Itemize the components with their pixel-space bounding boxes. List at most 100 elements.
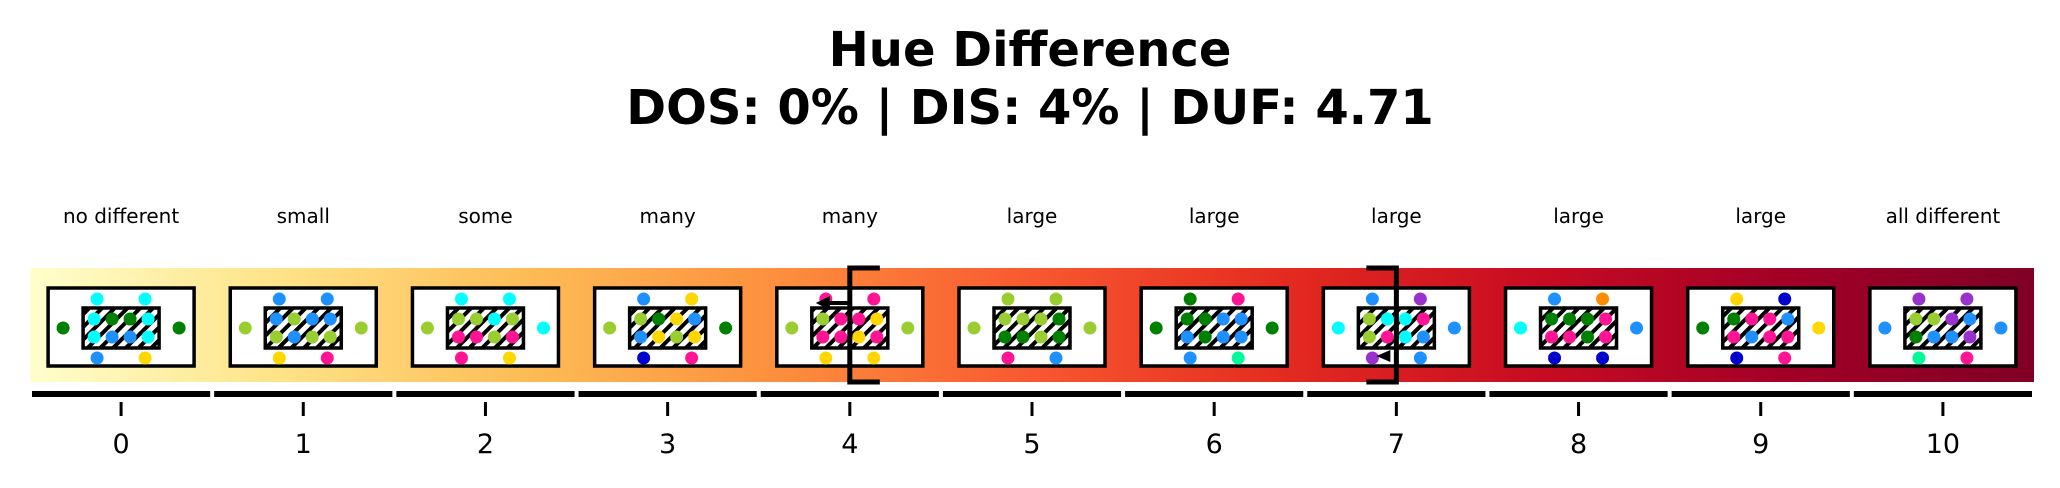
center-dot <box>1198 330 1212 344</box>
dos-arrow-head <box>815 296 830 310</box>
center-dot <box>852 330 866 344</box>
level-label: no different <box>63 204 179 228</box>
center-dot <box>1398 330 1412 344</box>
left-dot <box>967 321 981 335</box>
bottom-dot <box>1778 351 1792 365</box>
center-dot <box>1216 330 1230 344</box>
top-dot <box>685 292 699 306</box>
right-dot <box>536 321 550 335</box>
stimulus-box <box>410 286 561 368</box>
level-label: large <box>1735 204 1786 228</box>
center-dot <box>1052 312 1066 326</box>
tick-mark <box>1030 402 1034 416</box>
center-dot <box>1034 312 1048 326</box>
center-dot <box>323 312 337 326</box>
level-label: all different <box>1886 204 2001 228</box>
right-dot <box>354 321 368 335</box>
top-dot <box>272 292 286 306</box>
top-dot <box>1960 292 1974 306</box>
top-dot <box>320 292 334 306</box>
bottom-dot <box>502 351 516 365</box>
center-dot <box>1745 330 1759 344</box>
top-dot <box>138 292 152 306</box>
center-dot <box>1180 312 1194 326</box>
bottom-dot <box>819 351 833 365</box>
tick-label: 6 <box>1206 429 1223 460</box>
bottom-dot <box>867 351 881 365</box>
center-dot <box>141 330 155 344</box>
tick-label: 0 <box>112 429 129 460</box>
level-cell: all different 10 <box>1853 204 2032 460</box>
top-dot <box>1548 292 1562 306</box>
left-dot <box>1878 321 1892 335</box>
center-dot <box>487 312 501 326</box>
left-dot <box>1514 321 1528 335</box>
left-dot <box>238 321 252 335</box>
center-dot <box>1545 330 1559 344</box>
level-cell: many 3 <box>578 204 757 460</box>
center-dot <box>323 330 337 344</box>
dis-arrow-head <box>1376 350 1391 362</box>
axis-segment <box>396 391 575 397</box>
center-dot <box>1362 312 1376 326</box>
center-dot <box>1180 330 1194 344</box>
center-dot <box>1909 330 1923 344</box>
center-dot <box>634 312 648 326</box>
center-dot <box>287 330 301 344</box>
left-dot <box>56 321 70 335</box>
axis-segment <box>1489 391 1668 397</box>
level-label: large <box>1553 204 1604 228</box>
tick-label: 10 <box>1926 429 1960 460</box>
center-dot <box>305 330 319 344</box>
center-dot <box>1198 312 1212 326</box>
center-dot <box>652 330 666 344</box>
bottom-dot <box>1596 351 1610 365</box>
top-dot <box>1596 292 1610 306</box>
center-dot <box>123 330 137 344</box>
center-dot <box>1416 330 1430 344</box>
top-dot <box>1778 292 1792 306</box>
top-dot <box>1912 292 1926 306</box>
center-dot <box>1016 330 1030 344</box>
center-dot <box>269 330 283 344</box>
center-dot <box>1234 312 1248 326</box>
center-dot <box>469 330 483 344</box>
right-dot <box>901 321 915 335</box>
center-dot <box>652 312 666 326</box>
tick-label: 8 <box>1570 429 1587 460</box>
right-dot <box>1265 321 1279 335</box>
center-dot <box>505 330 519 344</box>
center-dot <box>816 312 830 326</box>
figure-subtitle: DOS: 0% | DIS: 4% | DUF: 4.71 <box>626 80 1434 136</box>
top-dot <box>1049 292 1063 306</box>
tick-mark <box>1759 402 1763 416</box>
bottom-dot <box>90 351 104 365</box>
tick-mark <box>1212 402 1216 416</box>
bottom-dot <box>1960 351 1974 365</box>
tick-mark <box>1941 402 1945 416</box>
center-dot <box>1016 312 1030 326</box>
top-dot <box>1231 292 1245 306</box>
center-dot <box>505 312 519 326</box>
center-dot <box>688 312 702 326</box>
level-cell: large 6 <box>1125 204 1304 460</box>
center-dot <box>1945 330 1959 344</box>
center-dot <box>123 312 137 326</box>
top-dot <box>454 292 468 306</box>
axis-segment <box>578 391 757 397</box>
dis-marker <box>1366 265 1399 385</box>
stimulus-box <box>228 286 379 368</box>
center-dot <box>1727 330 1741 344</box>
center-dot <box>1599 312 1613 326</box>
center-dot <box>834 330 848 344</box>
level-label: large <box>1189 204 1240 228</box>
tick-mark <box>848 402 852 416</box>
center-dot <box>1563 312 1577 326</box>
center-dot <box>1581 312 1595 326</box>
center-dot <box>1545 312 1559 326</box>
right-dot <box>172 321 186 335</box>
axis-segment <box>1125 391 1304 397</box>
tick-mark <box>301 402 305 416</box>
center-dot <box>634 330 648 344</box>
